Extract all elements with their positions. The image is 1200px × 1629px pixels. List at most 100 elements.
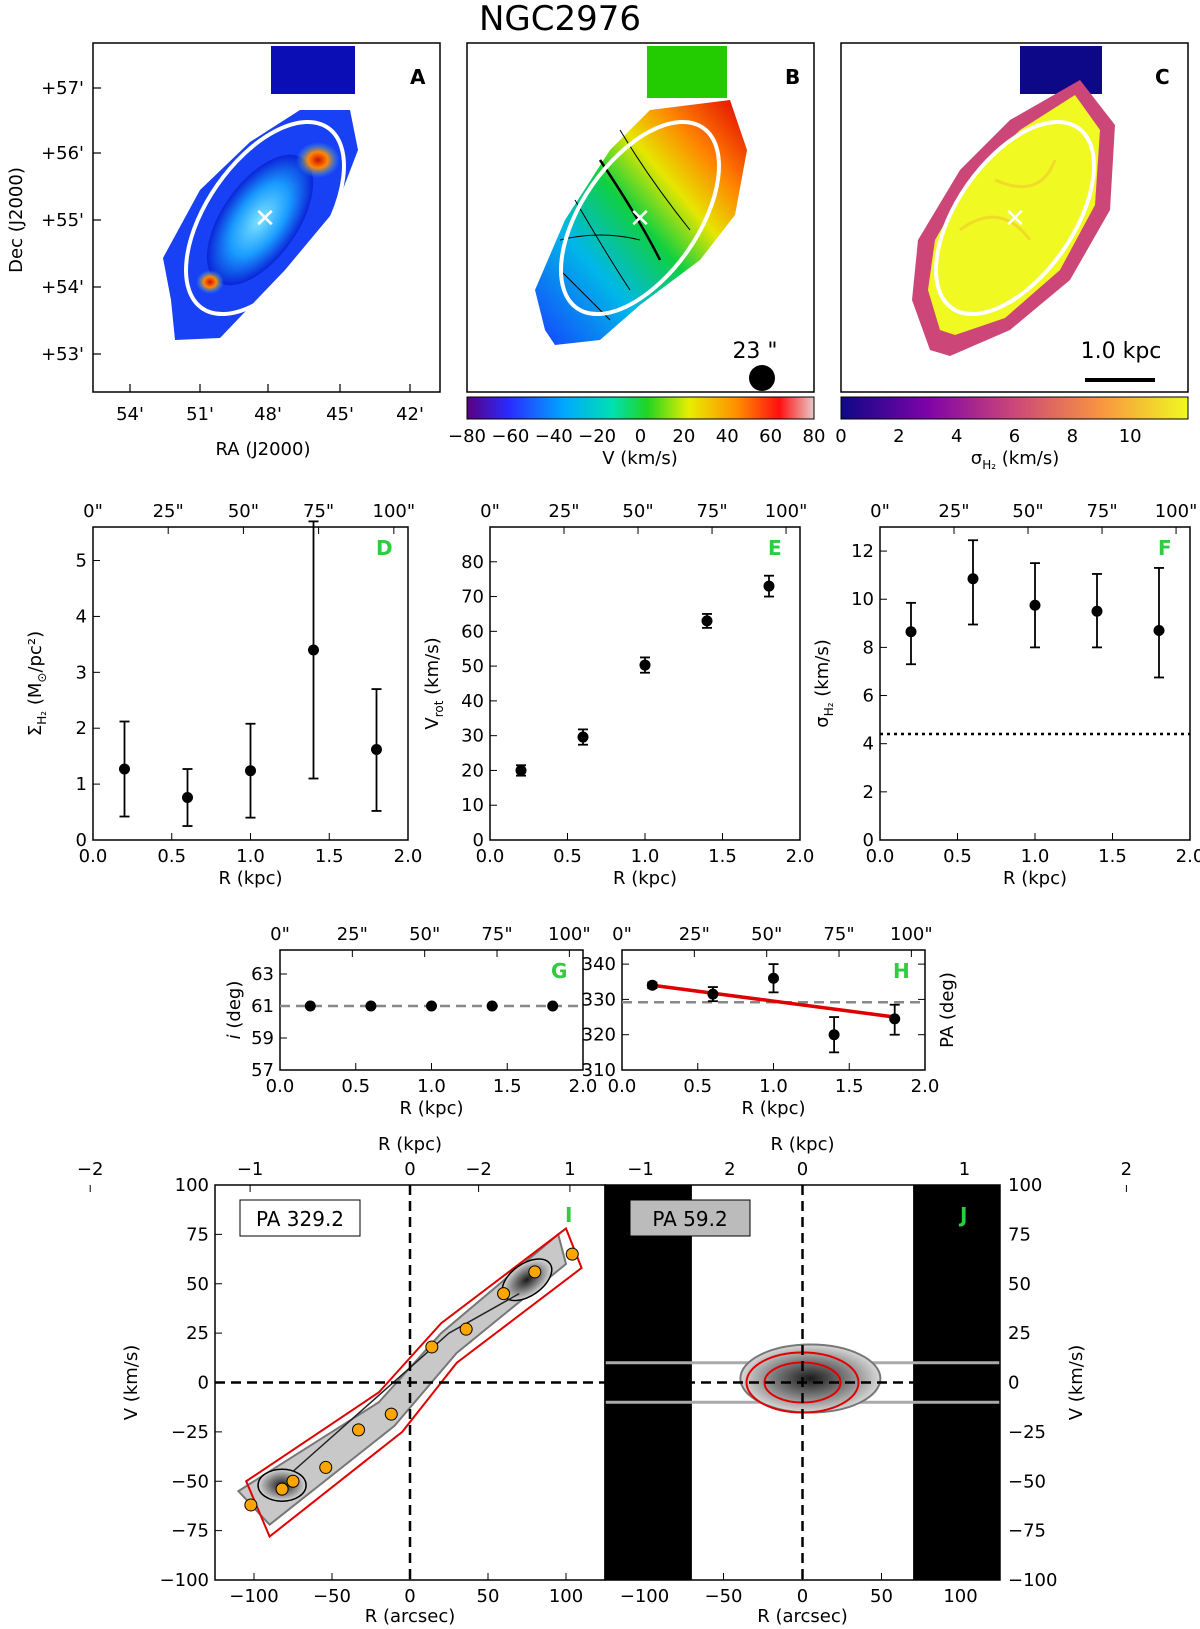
y-tick-label: 8 — [863, 637, 874, 658]
y-tick-label: 5 — [76, 551, 87, 572]
pv-diagram-major-axis-panel: PA 329.2 I −100 −50 0 50 100 −2 −1 0 1 2 −100 −75 −50 −… — [77, 1134, 736, 1627]
top-tick-label: 25" — [938, 501, 969, 522]
panel-label-b: B — [785, 65, 800, 89]
dispersion-colorbar-tick-label: 8 — [1067, 426, 1078, 447]
inclination-profile-panel: 0.0 0.5 1.0 1.5 2.0 0" 25" 50" 75" 100" 57 59 61 63 R … — [224, 924, 597, 1119]
x-axis-label: R (kpc) — [218, 868, 282, 889]
y-tick-label: 3 — [76, 662, 87, 683]
data-point — [365, 1000, 377, 1012]
velocity-colorbar-tick-label: −60 — [491, 426, 529, 447]
x-tick-label: 0.5 — [341, 1076, 370, 1097]
velocity-colorbar-tick-label: −20 — [578, 426, 616, 447]
velocity-colorbar-tick-label: −80 — [448, 426, 486, 447]
data-point — [426, 1000, 437, 1012]
top-tick-label: 0 — [797, 1159, 808, 1180]
velocity-colorbar-tick-label: 20 — [672, 426, 695, 447]
x-tick-label: 1.0 — [759, 1076, 788, 1097]
top-tick-label: 1 — [564, 1159, 575, 1180]
y-tick-label: 310 — [582, 1060, 616, 1081]
fit-ellipse — [934, 119, 1096, 317]
x-tick-label: 2.0 — [1176, 846, 1200, 867]
top-tick-label: 0" — [270, 924, 290, 945]
y-tick-label: 50 — [186, 1274, 209, 1295]
top-tick-label: 25" — [153, 501, 184, 522]
top-tick-label: −2 — [77, 1159, 104, 1180]
pv-diagram-minor-axis-panel: PA 59.2 J −100 −50 0 50 100 −2 −1 0 1 2 −100 −75 −50 −2… — [465, 1134, 1132, 1627]
x-tick-label: 1.5 — [493, 1076, 522, 1097]
panel-letter: E — [768, 536, 782, 560]
dec-tick-label: +57' — [41, 78, 84, 99]
x-tick-label: 0.5 — [683, 1076, 712, 1097]
data-point — [967, 573, 979, 585]
x-tick-label: 0.5 — [157, 846, 186, 867]
velocity-field-map — [535, 46, 747, 345]
map-panel-c: ✕ 1.0 kpc C 0 2 4 6 8 10 σH₂ (km/s) — [835, 42, 1189, 472]
top-tick-label: 50" — [622, 501, 653, 522]
top-tick-label: 50" — [409, 924, 440, 945]
y-tick-label: −25 — [171, 1422, 209, 1443]
x-tick-label: 0.0 — [79, 846, 108, 867]
top-tick-label: 25" — [337, 924, 368, 945]
y-tick-label: 2 — [76, 718, 87, 739]
x-axis-label: R (arcsec) — [757, 1606, 848, 1627]
x-tick-label: 2.0 — [394, 846, 423, 867]
y-tick-label: −25 — [1008, 1422, 1046, 1443]
data-point — [1153, 625, 1165, 637]
x-tick-label: 0.5 — [943, 846, 972, 867]
rotation-point — [528, 1265, 542, 1279]
dec-tick-label: +54' — [41, 277, 84, 298]
ra-tick-label: 51' — [186, 404, 214, 425]
top-tick-label: −2 — [465, 1159, 492, 1180]
data-contour — [292, 1292, 520, 1472]
dispersion-map — [912, 46, 1115, 356]
data-point — [646, 979, 658, 991]
figure-title: NGC2976 — [479, 0, 641, 39]
top-tick-label: 0 — [404, 1159, 415, 1180]
surface-density-profile-panel: 0.0 0.5 1.0 1.5 2.0 0" 25" 50" 75" 100" 0 1 2 3 4 5 R (k… — [25, 501, 422, 889]
y-tick-label: 4 — [863, 734, 874, 755]
data-point — [889, 1013, 901, 1025]
x-tick-label: 1.5 — [835, 1076, 864, 1097]
velocity-dispersion-profile-panel: 0.0 0.5 1.0 1.5 2.0 0" 25" 50" 75" 100" 0 2 4 6 8 10 12 R… — [812, 501, 1200, 889]
x-tick-label: 1.0 — [417, 1076, 446, 1097]
data-point — [304, 1000, 316, 1012]
dispersion-colorbar-label: σH₂ (km/s) — [971, 448, 1059, 472]
x-tick-label: 1.0 — [631, 846, 660, 867]
top-axis-label: R (kpc) — [378, 1134, 442, 1155]
top-tick-label: 100" — [373, 501, 416, 522]
data-point — [547, 1000, 559, 1012]
dec-tick-label: +56' — [41, 143, 84, 164]
y-tick-label: 340 — [582, 954, 616, 975]
rotation-point — [497, 1287, 511, 1301]
panel-letter: F — [1158, 536, 1172, 560]
velocity-colorbar-tick-label: 0 — [635, 426, 646, 447]
x-axis-label: R (kpc) — [1003, 868, 1067, 889]
ra-tick-label: 54' — [116, 404, 144, 425]
fit-ellipse — [184, 119, 346, 317]
top-tick-label: 100" — [1155, 501, 1198, 522]
rotation-point — [565, 1247, 579, 1261]
y-tick-label: −50 — [171, 1471, 209, 1492]
x-tick-label: 2.0 — [911, 1076, 940, 1097]
x-tick-label: 0.0 — [608, 1076, 637, 1097]
top-tick-label: 75" — [303, 501, 334, 522]
data-point — [905, 626, 917, 638]
rotation-point — [352, 1423, 366, 1437]
dec-tick-label: +53' — [41, 344, 84, 365]
dec-tick-label: +55' — [41, 210, 84, 231]
data-point — [1091, 605, 1103, 617]
x-tick-label: 2.0 — [786, 846, 815, 867]
x-tick-label: 0.5 — [553, 846, 582, 867]
velocity-colorbar — [466, 396, 815, 420]
x-axis-label: R (kpc) — [399, 1098, 463, 1119]
rotation-point — [319, 1460, 333, 1474]
top-tick-label: 25" — [679, 924, 710, 945]
beam-size-label: 23 " — [732, 339, 777, 364]
rotation-point — [425, 1340, 439, 1354]
pa-label: PA 59.2 — [652, 1207, 727, 1231]
top-tick-label: 75" — [696, 501, 727, 522]
x-tick-label: 100 — [549, 1586, 583, 1607]
top-tick-label: −1 — [237, 1159, 264, 1180]
y-tick-label: 330 — [582, 989, 616, 1010]
top-tick-label: 0" — [480, 501, 500, 522]
